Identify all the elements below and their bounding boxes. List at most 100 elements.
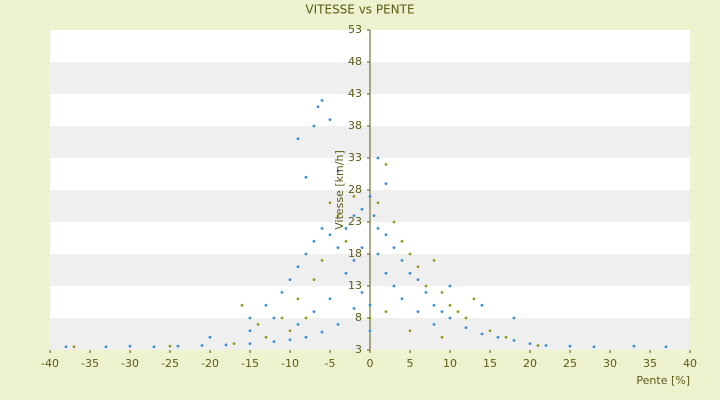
data-point xyxy=(296,323,300,326)
data-point xyxy=(304,316,308,320)
y-tick-label: 48 xyxy=(348,55,362,68)
data-point xyxy=(368,329,372,333)
data-point xyxy=(328,201,332,205)
data-point xyxy=(384,271,388,275)
y-tick-label: 8 xyxy=(355,311,362,324)
y-tick-label: 23 xyxy=(348,215,362,228)
data-point xyxy=(168,344,172,348)
data-point xyxy=(408,329,412,333)
y-tick-label: 53 xyxy=(348,23,362,36)
x-tick-label: 10 xyxy=(443,357,457,370)
data-point xyxy=(408,271,412,275)
data-point xyxy=(280,291,284,294)
x-tick-label: -25 xyxy=(161,357,179,370)
data-point xyxy=(248,342,252,345)
data-point xyxy=(424,291,428,294)
data-point xyxy=(384,310,388,313)
x-tick-label: -10 xyxy=(281,357,299,370)
data-point xyxy=(128,344,132,348)
data-point xyxy=(288,338,292,342)
data-point xyxy=(344,271,348,275)
x-tick-label: 25 xyxy=(563,357,577,370)
data-point xyxy=(288,278,292,281)
data-point xyxy=(336,323,340,326)
x-tick-label: 40 xyxy=(683,357,697,370)
data-point xyxy=(400,297,404,301)
data-point xyxy=(272,340,276,344)
data-point xyxy=(304,335,308,339)
data-point xyxy=(312,278,316,281)
x-tick-label: 15 xyxy=(483,357,497,370)
data-point xyxy=(320,227,324,230)
data-point xyxy=(384,233,388,237)
data-point xyxy=(384,163,388,166)
data-point xyxy=(372,214,376,218)
data-point xyxy=(376,252,380,256)
data-point xyxy=(400,259,404,262)
data-point xyxy=(304,252,308,256)
data-point xyxy=(232,342,236,345)
data-point xyxy=(360,246,364,250)
data-point xyxy=(280,316,284,320)
x-tick-label: 20 xyxy=(523,357,537,370)
data-point xyxy=(352,195,356,198)
y-tick-label: 18 xyxy=(348,247,362,260)
x-tick-label: -15 xyxy=(241,357,259,370)
data-point xyxy=(336,169,340,173)
data-point xyxy=(360,207,364,211)
data-point xyxy=(416,265,420,269)
data-point xyxy=(104,345,108,349)
data-point xyxy=(408,252,412,256)
data-point xyxy=(392,284,396,288)
data-point xyxy=(320,259,324,262)
data-point xyxy=(336,246,340,250)
data-point xyxy=(248,329,252,333)
data-point xyxy=(592,345,596,349)
data-point xyxy=(208,335,212,339)
data-point xyxy=(376,227,380,230)
x-axis-label: Pente [%] xyxy=(636,374,690,387)
data-point xyxy=(176,344,180,348)
data-point xyxy=(296,265,300,269)
y-tick-label: 38 xyxy=(348,119,362,132)
data-point xyxy=(256,323,260,326)
data-point xyxy=(312,239,316,243)
data-point xyxy=(316,105,320,109)
x-tick-label: -35 xyxy=(81,357,99,370)
data-point xyxy=(264,335,268,339)
data-point xyxy=(528,342,532,345)
data-point xyxy=(304,175,308,179)
data-point xyxy=(320,330,324,334)
data-point xyxy=(472,297,476,301)
data-point xyxy=(328,118,332,121)
x-tick-label: 30 xyxy=(603,357,617,370)
data-point xyxy=(488,329,492,333)
x-tick-label: -20 xyxy=(201,357,219,370)
data-point xyxy=(632,344,636,348)
data-point xyxy=(224,343,228,347)
data-point xyxy=(512,316,516,320)
data-point xyxy=(328,297,332,301)
data-point xyxy=(152,345,156,349)
data-point xyxy=(376,201,380,205)
data-point xyxy=(536,344,540,347)
data-point xyxy=(344,239,348,243)
data-point xyxy=(416,310,420,313)
data-point xyxy=(248,316,252,320)
data-point xyxy=(360,291,364,294)
data-point xyxy=(344,227,348,230)
data-point xyxy=(336,214,340,218)
data-point xyxy=(432,323,436,326)
y-tick-label: 28 xyxy=(348,183,362,196)
data-point xyxy=(392,220,396,224)
data-point xyxy=(440,335,444,339)
data-point xyxy=(296,137,300,141)
data-point xyxy=(448,303,452,307)
data-point xyxy=(568,344,572,348)
data-point xyxy=(464,326,468,329)
data-point xyxy=(320,99,324,102)
y-tick-label: 43 xyxy=(348,87,362,100)
x-tick-label: -30 xyxy=(121,357,139,370)
data-point xyxy=(448,316,452,320)
